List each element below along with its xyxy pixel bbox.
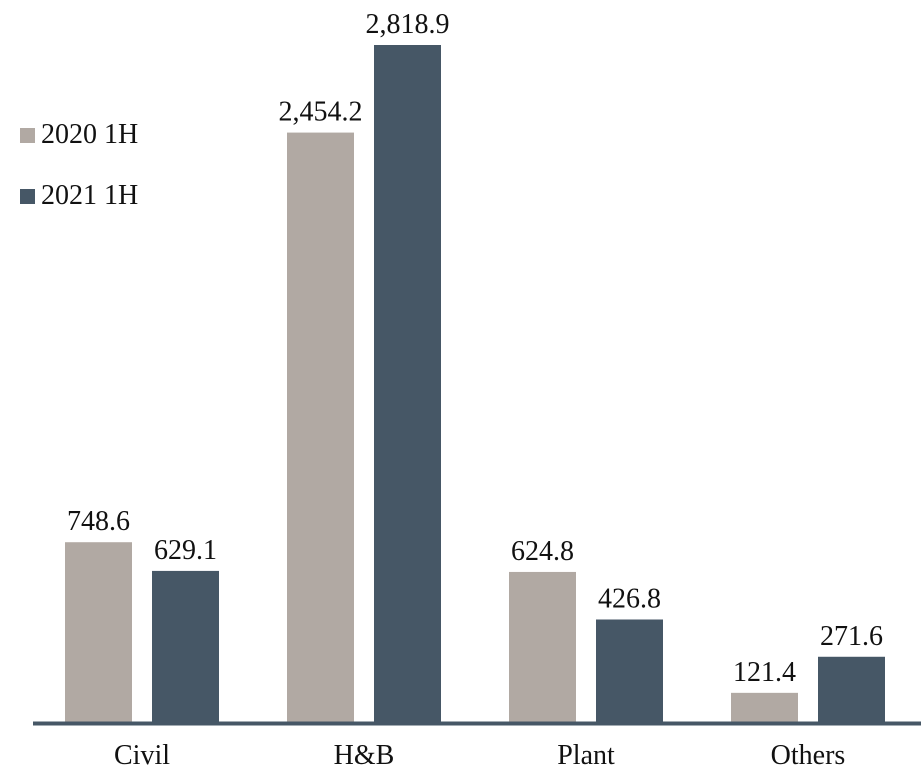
data-label-h-b-series-1: 2,454.2 (279, 97, 363, 128)
legend-swatch-series-2 (20, 188, 35, 204)
legend-label-series-1: 2020 1H (41, 119, 139, 150)
data-label-h-b-series-2: 2,818.9 (366, 9, 450, 40)
legend-label-series-2: 2021 1H (41, 180, 139, 211)
bar-h-b-series-1 (287, 132, 354, 723)
legend-item-series-1: 2020 1H (20, 118, 138, 152)
legend-swatch-series-1 (20, 127, 35, 143)
bar-plant-series-2 (596, 619, 663, 722)
x-tick-label-plant: Plant (557, 740, 615, 771)
bar-plant-series-1 (509, 571, 576, 722)
data-label-plant-series-1: 624.8 (511, 536, 574, 567)
x-tick-label-h-b: H&B (334, 740, 395, 771)
bar-others-series-1 (731, 692, 798, 722)
data-label-civil-series-1: 748.6 (67, 506, 130, 537)
data-label-civil-series-2: 629.1 (154, 535, 217, 566)
data-label-others-series-2: 271.6 (820, 621, 883, 652)
bar-civil-series-1 (65, 542, 132, 722)
data-label-plant-series-2: 426.8 (598, 583, 661, 614)
bar-h-b-series-2 (374, 45, 441, 722)
bar-others-series-2 (818, 656, 885, 722)
x-tick-label-civil: Civil (114, 740, 170, 771)
legend-item-series-2: 2021 1H (20, 179, 138, 213)
data-label-others-series-1: 121.4 (733, 657, 796, 688)
x-tick-label-others: Others (771, 740, 846, 771)
legend: 2020 1H 2021 1H (20, 118, 138, 240)
bar-civil-series-2 (152, 570, 219, 722)
